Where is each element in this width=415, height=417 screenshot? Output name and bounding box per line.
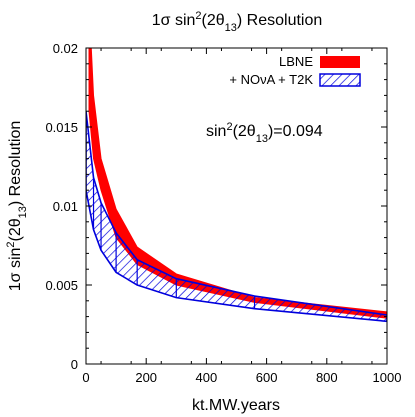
legend-label-novat2k: + NOνA + T2K [229,72,313,87]
legend: LBNE + NOνA + T2K [229,54,361,87]
x-tick-label: 800 [316,370,338,385]
series-band-1 [86,111,387,323]
y-tick-label: 0.02 [53,41,78,56]
x-tick-label: 400 [196,370,218,385]
x-tick-label: 200 [135,370,157,385]
y-axis-label: 1σ sin2(2θ13) Resolution [5,121,29,292]
y-tick-label: 0.01 [53,199,78,214]
x-axis-label: kt.MW.years [192,397,280,414]
x-tick-label: 1000 [373,370,402,385]
chart-title: 1σ sin2(2θ13) Resolution [152,10,323,34]
y-tick-label: 0 [71,357,78,372]
ticks-layer: 0 200 400 600 800 1000 0 0.005 0.01 0.015 0.02 [45,41,401,385]
legend-swatch-novat2k [319,73,361,87]
series-band-0 [88,48,387,319]
y-tick-label: 0.005 [45,278,78,293]
legend-label-lbne: LBNE [279,54,313,69]
y-tick-label: 0.015 [45,120,78,135]
x-tick-label: 0 [82,370,89,385]
x-tick-label: 600 [256,370,278,385]
mixing-angle-annotation: sin2(2θ13)=0.094 [206,121,323,145]
series-layer [86,48,387,323]
legend-swatch-lbne [320,56,360,68]
